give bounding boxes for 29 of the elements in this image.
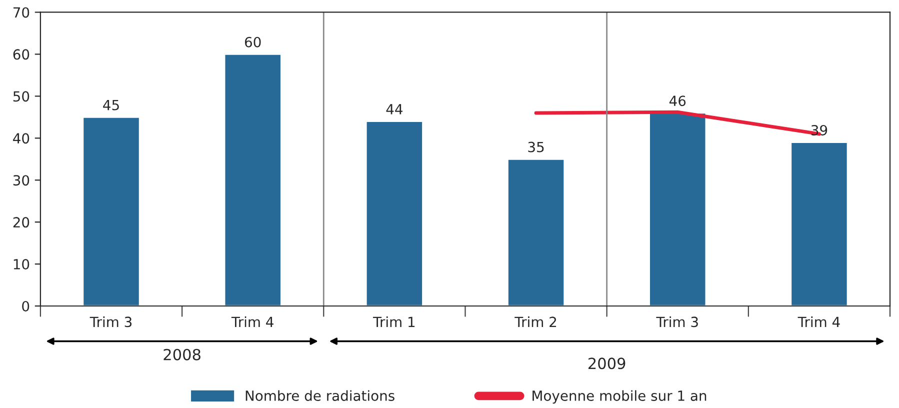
y-tick-label: 0 — [22, 300, 30, 312]
data-label: 46 — [669, 96, 686, 106]
bar — [224, 54, 282, 306]
y-tick-label: 10 — [14, 259, 30, 270]
y-tick-label: 60 — [13, 49, 30, 60]
legend-label: Nombre de radiations — [246, 390, 394, 401]
legend-label: Moyenne mobile sur 1 an — [532, 390, 706, 404]
y-tick-label: 50 — [13, 91, 30, 102]
y-tick-label: 20 — [13, 217, 30, 228]
bar — [82, 116, 140, 306]
data-label: 35 — [528, 142, 544, 152]
x-tick-label: Trim 4 — [798, 316, 840, 327]
bar — [648, 112, 707, 306]
bar — [365, 120, 424, 306]
x-tick-label: Trim 3 — [656, 316, 698, 328]
text: 2009 — [588, 358, 626, 370]
x-tick-label: Trim 3 — [90, 316, 132, 328]
data-label: 60 — [244, 36, 261, 48]
data-label: 44 — [386, 104, 402, 114]
x-tick-label: Trim 1 — [373, 316, 415, 327]
y-tick-label: 40 — [13, 133, 30, 144]
y-tick-label: 30 — [13, 175, 30, 186]
x-tick-label: Trim 4 — [231, 316, 274, 327]
x-tick-label: Trim 2 — [514, 316, 556, 327]
text: 2008 — [164, 348, 200, 360]
bar — [790, 142, 848, 306]
bar — [507, 158, 566, 306]
y-tick-label: 70 — [14, 7, 30, 18]
data-label: 45 — [103, 100, 119, 110]
